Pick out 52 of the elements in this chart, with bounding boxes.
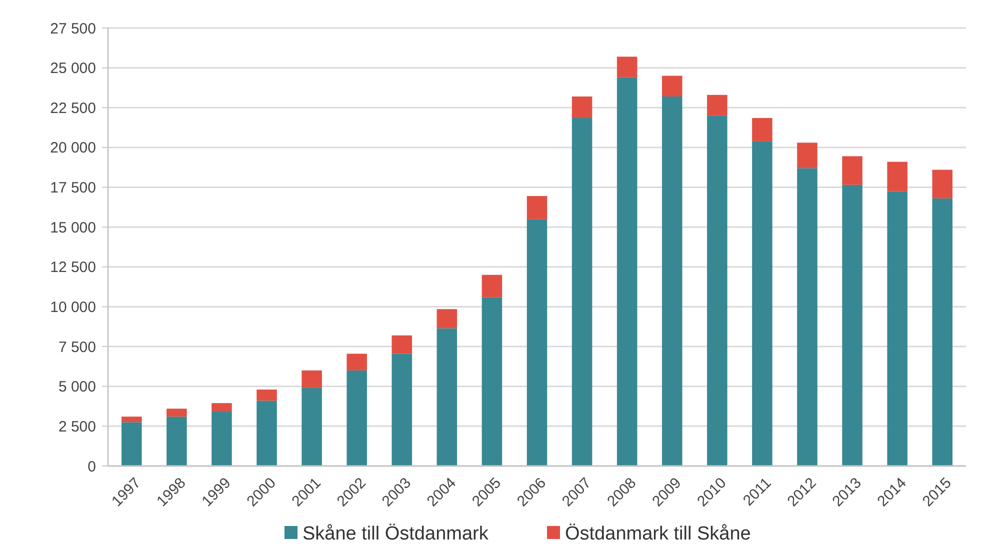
bar <box>842 156 862 185</box>
bar <box>707 94 728 116</box>
bar <box>256 400 277 466</box>
bar <box>797 168 818 466</box>
y-tick-label: 27 500 <box>50 20 96 38</box>
y-tick-label: 22 500 <box>50 100 96 117</box>
bar <box>707 116 728 466</box>
y-tick-label: 12 500 <box>50 259 96 276</box>
bar <box>887 162 908 192</box>
bar <box>752 141 772 466</box>
bar <box>302 370 322 388</box>
bar <box>392 354 412 466</box>
bar <box>752 118 772 142</box>
y-tick-label: 17 500 <box>50 180 96 197</box>
bar <box>887 191 908 466</box>
bar <box>797 142 818 168</box>
y-tick-label: 20 000 <box>50 140 96 157</box>
bar <box>122 416 142 422</box>
bar <box>572 96 592 118</box>
bar <box>212 411 232 466</box>
y-tick-label: 10 000 <box>50 298 96 316</box>
bar <box>932 198 952 466</box>
legend-label: Östdanmark till Skåne <box>565 524 751 545</box>
bar <box>526 219 548 466</box>
bar <box>526 196 548 220</box>
bar <box>932 170 952 198</box>
bar <box>256 390 277 401</box>
y-tick-label: 5 000 <box>58 378 96 396</box>
bar <box>616 56 638 78</box>
bar <box>122 422 142 466</box>
bar <box>212 403 232 412</box>
legend-label: Skåne till Östdanmark <box>302 524 489 545</box>
bar <box>482 297 502 466</box>
y-tick-label: 15 000 <box>50 219 96 236</box>
bar <box>842 184 862 466</box>
y-tick-label: 2 500 <box>58 418 96 436</box>
bar <box>572 118 592 466</box>
bar <box>436 328 458 466</box>
bar <box>166 408 187 417</box>
bar <box>662 96 682 466</box>
y-tick-label: 0 <box>88 458 96 476</box>
bar <box>346 354 367 370</box>
y-tick-label: 25 000 <box>50 60 96 78</box>
bar <box>436 309 458 328</box>
bar <box>662 76 682 96</box>
bar <box>616 77 638 466</box>
bar <box>302 388 322 466</box>
bar <box>166 416 187 466</box>
y-tick-label: 7 500 <box>58 338 96 356</box>
bar <box>392 335 412 354</box>
bar <box>346 370 367 466</box>
bar <box>482 274 502 298</box>
